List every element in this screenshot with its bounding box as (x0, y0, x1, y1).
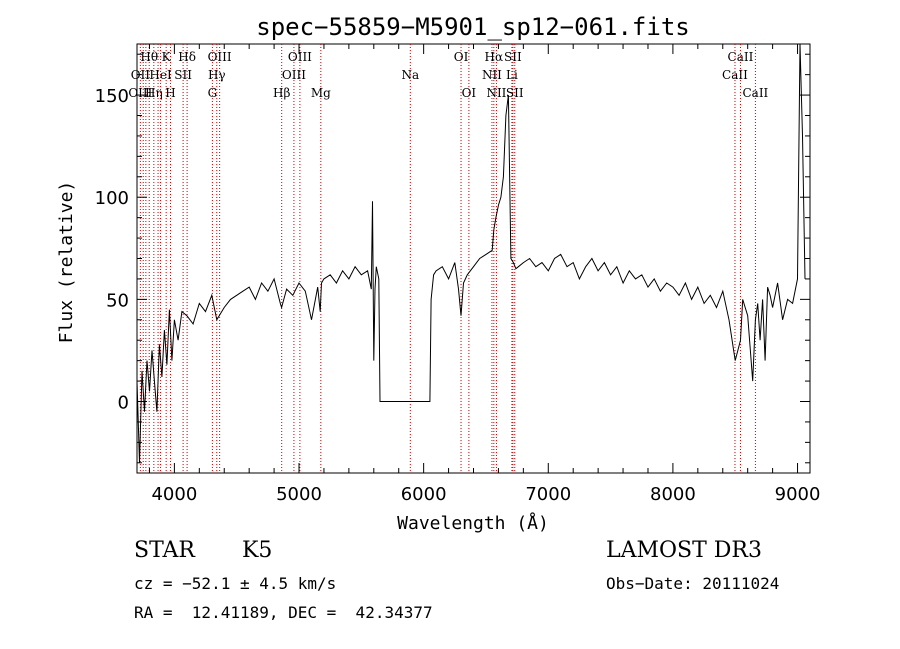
x-axis-label: Wavelength (Å) (397, 512, 549, 534)
coordinates: RA = 12.41189, DEC = 42.34377 (134, 603, 433, 622)
emission-line-markers (139, 44, 756, 473)
line-label: G (208, 86, 218, 100)
y-tick-label: 50 (106, 290, 129, 311)
line-label: Li (506, 68, 518, 82)
line-label: Hγ (208, 68, 226, 82)
line-label: Na (401, 68, 419, 82)
y-axis-label: Flux (relative) (56, 181, 77, 344)
line-label: K (162, 50, 172, 64)
chart-title: spec−55859−M5901_sp12−061.fits (256, 13, 689, 41)
line-label: OIII (208, 50, 232, 64)
object-class: STAR (134, 538, 195, 563)
line-label: SII (506, 86, 524, 100)
line-label: OIII (128, 86, 152, 100)
line-label: HeI (149, 68, 172, 82)
line-label: H (165, 86, 175, 100)
line-label: Hθ (140, 50, 158, 64)
y-tick-label: 100 (95, 188, 129, 209)
line-label: CaII (742, 86, 768, 100)
line-label: Hα (485, 50, 504, 64)
survey-name: LAMOST DR3 (606, 538, 762, 563)
line-label: OIII (282, 68, 306, 82)
line-label: Hη (145, 86, 163, 100)
spectrum-series-line (136, 43, 806, 463)
line-label: Hδ (178, 50, 196, 64)
line-label: CaII (728, 50, 754, 64)
line-label: CaII (722, 68, 748, 82)
line-label: OI (454, 50, 469, 64)
line-label: NII (486, 86, 506, 100)
line-label: SII (504, 50, 522, 64)
plot-frame (136, 43, 811, 474)
observation-date: Obs−Date: 20111024 (606, 574, 780, 593)
x-tick-label: 6000 (401, 484, 447, 505)
x-tick-label: 9000 (775, 484, 821, 505)
y-tick-label: 150 (95, 86, 129, 107)
x-tick-label: 7000 (525, 484, 571, 505)
x-tick-label: 5000 (276, 484, 322, 505)
x-tick-label: 4000 (151, 484, 197, 505)
line-label: SII (174, 68, 192, 82)
x-tick-label: 8000 (650, 484, 696, 505)
line-label: Hβ (273, 86, 290, 100)
axis-ticks: 4000 5000 6000 7000 8000 9000 0 50 100 150 (95, 44, 821, 505)
line-label: Mg (311, 86, 331, 100)
line-label: OI (462, 86, 477, 100)
line-label: NII (482, 68, 502, 82)
line-label: OIII (288, 50, 312, 64)
object-subclass: K5 (242, 538, 273, 563)
y-tick-label: 0 (118, 393, 129, 414)
redshift-velocity: cz = −52.1 ± 4.5 km/s (134, 574, 337, 593)
